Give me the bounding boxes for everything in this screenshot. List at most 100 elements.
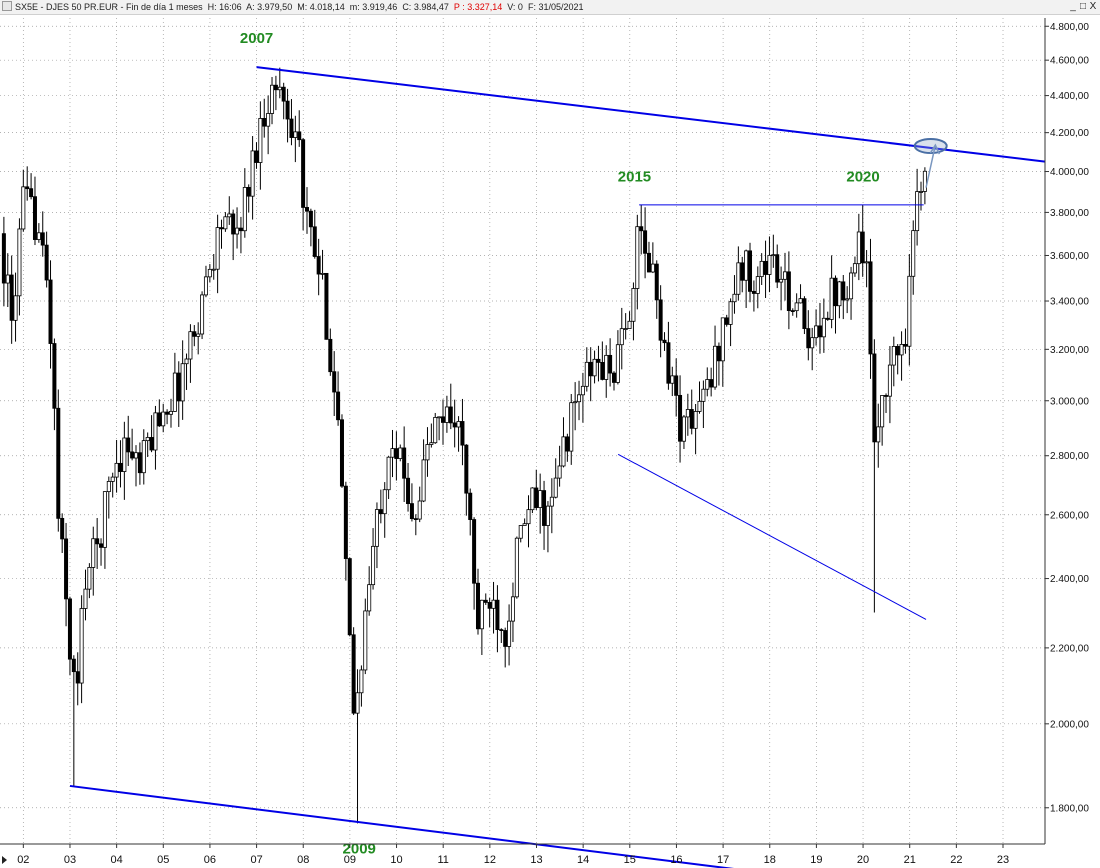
candle-body: [868, 261, 873, 355]
candle-body: [903, 344, 908, 347]
candle-body: [137, 452, 142, 474]
y-axis-labels: 4.800,00 4.600,00 4.400,00 4.200,00 4.000,00…: [1044, 18, 1089, 844]
candle-body: [709, 379, 714, 388]
candle-body: [25, 186, 30, 190]
candle-body: [775, 254, 780, 283]
candle-body: [386, 456, 391, 491]
candle-body: [312, 226, 317, 257]
candle-body: [825, 317, 830, 320]
candle-body: [17, 228, 22, 297]
candle-body: [207, 268, 212, 278]
x-tick-label: 07: [250, 854, 262, 866]
candle-body: [161, 411, 166, 427]
candle-body: [250, 150, 255, 197]
candle-body: [238, 227, 243, 232]
candle-body: [856, 231, 861, 265]
candle-body: [246, 186, 251, 197]
candle-body: [701, 388, 706, 402]
volume-value: V: 0: [507, 2, 523, 12]
candle-body: [662, 339, 667, 344]
candle-body: [332, 371, 337, 393]
candle-body: [736, 262, 741, 295]
candle-body: [347, 558, 352, 636]
candle-body: [650, 263, 655, 273]
close-button[interactable]: X: [1089, 1, 1097, 12]
x-tick-label: 14: [577, 854, 589, 866]
candle-body: [829, 277, 834, 320]
candle-body: [891, 346, 896, 366]
y-tick-label: 3.000,00: [1050, 396, 1089, 407]
y-tick-label: 4.600,00: [1050, 56, 1089, 67]
candle-body: [681, 416, 686, 442]
candle-body: [732, 293, 737, 303]
candle-body: [336, 391, 341, 421]
candle-body: [810, 337, 815, 349]
candle-body: [141, 440, 146, 474]
y-tick-label: 4.400,00: [1050, 91, 1089, 102]
candle-body: [814, 325, 819, 339]
candle-body: [705, 379, 710, 390]
candle-body: [557, 465, 562, 479]
candle-body: [227, 213, 232, 218]
x-tick-label: 06: [204, 854, 216, 866]
candle-body: [168, 410, 173, 415]
candle-body: [565, 436, 570, 452]
candle-body: [635, 226, 640, 289]
candle-body: [782, 271, 787, 280]
scroll-arrow-icon[interactable]: [2, 856, 7, 864]
maximize-button[interactable]: □: [1079, 1, 1087, 12]
candle-body: [553, 477, 558, 498]
candle-body: [833, 277, 838, 307]
trendline: [69, 784, 735, 868]
candle-body: [631, 288, 636, 322]
candle-body: [518, 525, 523, 539]
chart-title-bar: SX5E - DJES 50 PR.EUR - Fin de día 1 mes…: [0, 0, 1100, 15]
year-annotation: 2015: [618, 169, 651, 186]
candle-body: [713, 345, 718, 388]
candle-body: [495, 599, 500, 631]
candle-body: [441, 416, 446, 423]
candle-body: [95, 538, 100, 545]
candle-body: [479, 599, 484, 630]
candle-body: [584, 361, 589, 387]
y-tick-label: 3.600,00: [1050, 251, 1089, 262]
candle-body: [293, 131, 298, 138]
candle-body: [64, 538, 69, 600]
candle-body: [145, 437, 150, 442]
candle-body: [573, 401, 578, 404]
date-value: F: 31/05/2021: [527, 2, 584, 12]
candle-body: [674, 375, 679, 396]
candle-body: [355, 692, 360, 714]
candle-body: [507, 620, 512, 647]
candle-body: [118, 462, 123, 472]
candle-body: [487, 602, 492, 609]
candle-body: [83, 588, 88, 609]
candle-body: [32, 196, 37, 240]
candle-body: [534, 487, 539, 508]
candle-body: [367, 584, 372, 612]
candle-body: [817, 325, 822, 338]
candle-body: [475, 582, 480, 630]
candle-body: [802, 298, 807, 329]
p-value: P : 3.327,14: [453, 2, 503, 12]
candle-body: [608, 354, 613, 374]
x-tick-label: 09: [344, 854, 356, 866]
candle-body: [577, 394, 582, 403]
minimize-button[interactable]: _: [1070, 1, 1076, 12]
candle-body: [911, 230, 916, 277]
candle-body: [720, 317, 725, 362]
candle-body: [67, 598, 72, 660]
y-tick-label: 2.800,00: [1050, 451, 1089, 462]
candle-body: [806, 328, 811, 349]
candle-body: [755, 276, 760, 294]
candle-body: [545, 505, 550, 526]
arrow-head-icon: [929, 143, 941, 155]
candle-body: [13, 295, 18, 321]
candle-body: [363, 610, 368, 671]
candle-body: [771, 254, 776, 257]
candle-body: [215, 227, 220, 270]
x-tick-label: 15: [624, 854, 636, 866]
open-value: A: 3.979,50: [246, 2, 293, 12]
candle-body: [359, 669, 364, 694]
